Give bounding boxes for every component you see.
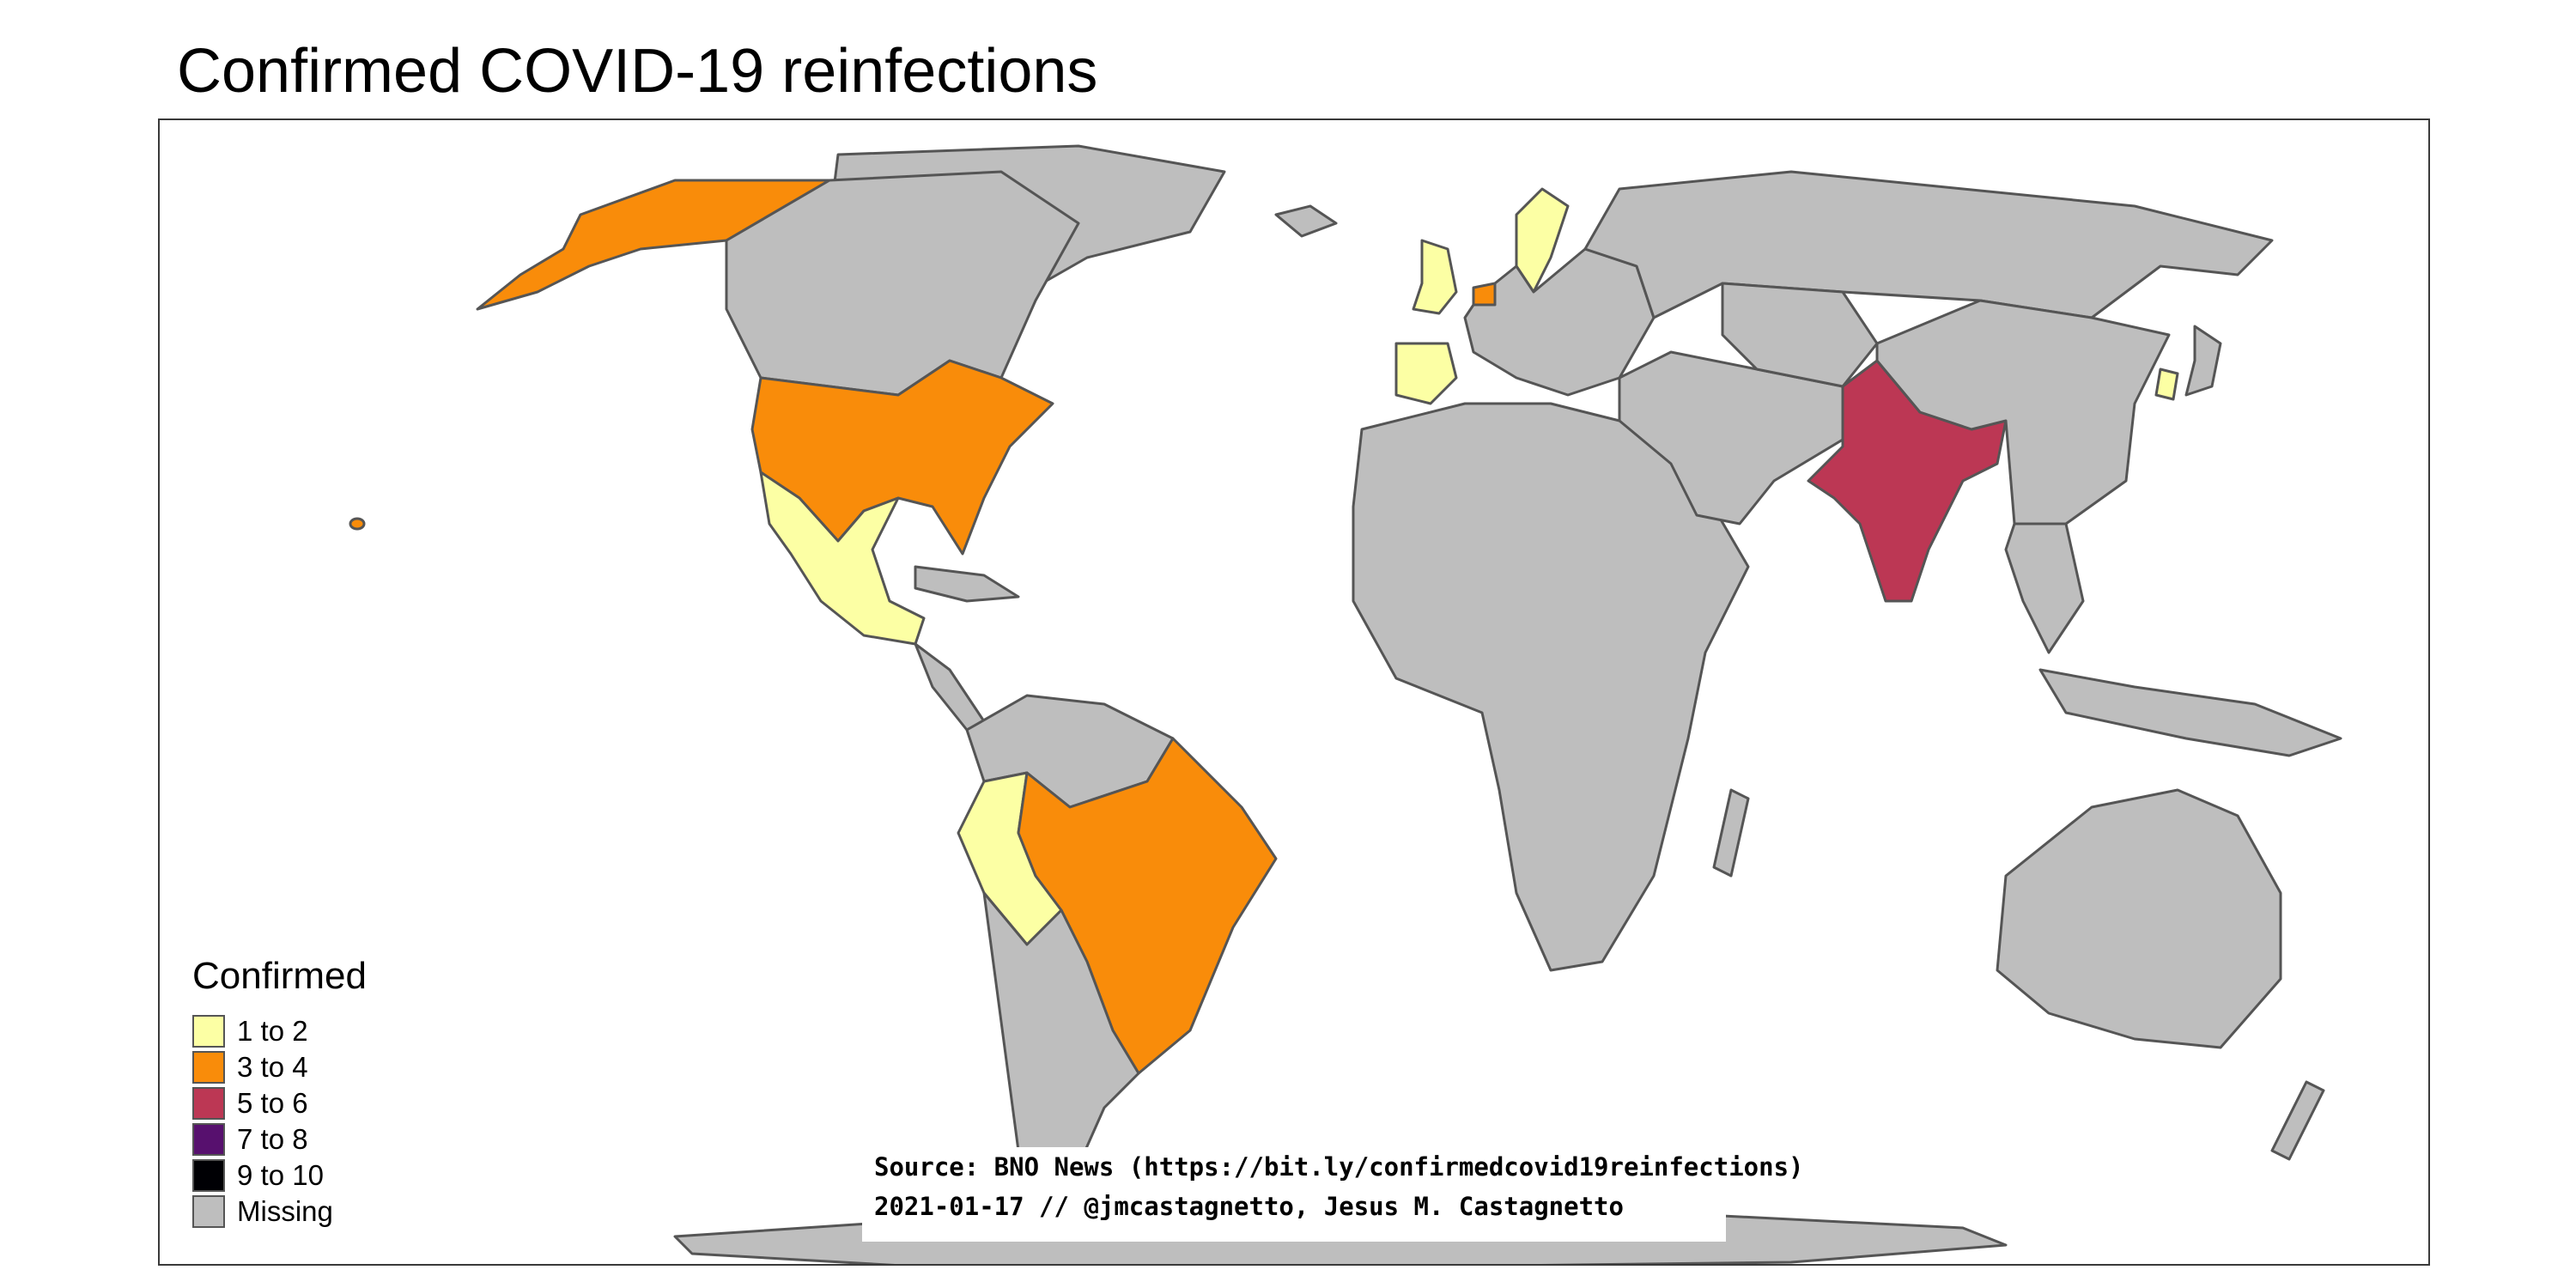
region-mexico [759,471,926,646]
legend-swatch [192,1123,225,1156]
legend-label: 7 to 8 [237,1123,308,1155]
legend-swatch [192,1159,225,1192]
legend-item: 1 to 2 [192,1013,367,1049]
region-madagascar [1712,788,1750,878]
legend-label: Missing [237,1195,333,1227]
region-russia [1583,170,2274,319]
region-australia [1996,788,2282,1049]
region-new-zealand [2270,1080,2325,1161]
legend-items: 1 to 2 3 to 4 5 to 6 7 to 8 9 to 10 Missing [192,1013,367,1230]
legend-label: 5 to 6 [237,1087,308,1119]
legend-title: Confirmed [192,955,367,997]
legend: Confirmed 1 to 2 3 to 4 5 to 6 7 to 8 9 to 1… [192,955,367,1230]
region-caribbean [914,565,1020,603]
region-netherlands [1472,282,1497,307]
region-europe [1463,247,1656,397]
region-south-korea [2154,368,2179,401]
region-alaska [476,179,831,311]
region-central-america [914,642,986,732]
region-hawaii [349,517,366,531]
region-united-kingdom [1412,239,1458,315]
legend-label: 1 to 2 [237,1015,308,1047]
author-credit: 2021-01-17 // @jmcastagnetto, Jesus M. C… [874,1192,1624,1221]
legend-swatch [192,1087,225,1120]
region-africa [1352,402,1750,972]
region-middle-east [1618,350,1862,526]
region-indonesia [2038,668,2342,757]
credits-box: Source: BNO News (https://bit.ly/confirm… [862,1147,1804,1242]
map-title: Confirmed COVID-19 reinfections [177,37,1098,106]
region-japan [2184,325,2222,397]
legend-item: 3 to 4 [192,1049,367,1085]
legend-swatch [192,1051,225,1084]
region-iceland [1274,204,1338,238]
legend-item: Missing [192,1194,367,1230]
source-credit: Source: BNO News (https://bit.ly/confirm… [874,1152,1804,1182]
legend-item: 5 to 6 [192,1085,367,1121]
world-map [349,144,2342,1264]
map-panel [158,118,2430,1266]
legend-item: 7 to 8 [192,1121,367,1157]
legend-label: 9 to 10 [237,1159,324,1191]
region-southeast-asia [2004,522,2085,654]
region-brazil [1017,737,1278,1075]
legend-label: 3 to 4 [237,1051,308,1083]
legend-swatch [192,1195,225,1228]
region-spain [1394,342,1458,405]
legend-item: 9 to 10 [192,1157,367,1194]
legend-swatch [192,1015,225,1048]
